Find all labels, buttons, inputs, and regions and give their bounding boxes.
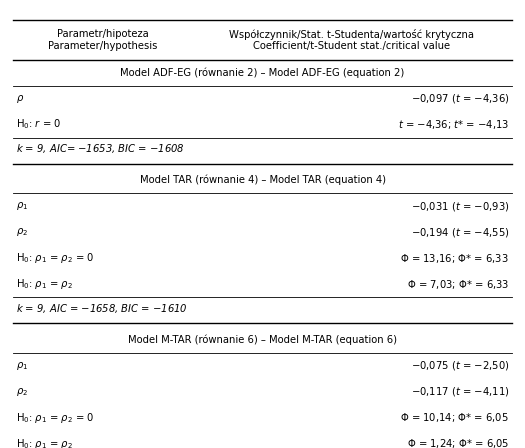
Text: Model ADF-EG (równanie 2) – Model ADF-EG (equation 2): Model ADF-EG (równanie 2) – Model ADF-EG…: [120, 67, 405, 78]
Text: $\Phi$ = 7,03; $\Phi$* = 6,33: $\Phi$ = 7,03; $\Phi$* = 6,33: [407, 277, 509, 291]
Text: $\Phi$ = 10,14; $\Phi$* = 6,05: $\Phi$ = 10,14; $\Phi$* = 6,05: [401, 411, 509, 424]
Text: H$_0$: $\rho_1$ = $\rho_2$: H$_0$: $\rho_1$ = $\rho_2$: [16, 277, 72, 291]
Text: Model TAR (równanie 4) – Model TAR (equation 4): Model TAR (równanie 4) – Model TAR (equa…: [140, 175, 385, 185]
Text: Parametr/hipoteza
Parameter/hypothesis: Parametr/hipoteza Parameter/hypothesis: [48, 29, 157, 51]
Text: $-$0,075 ($t$ = $-$2,50): $-$0,075 ($t$ = $-$2,50): [411, 359, 509, 372]
Text: $-$0,031 ($t$ = $-$0,93): $-$0,031 ($t$ = $-$0,93): [411, 199, 509, 213]
Text: $k$ = 9, $AIC$ = $-$1658, $BIC$ = $-$1610: $k$ = 9, $AIC$ = $-$1658, $BIC$ = $-$161…: [16, 302, 187, 315]
Text: $-$0,097 ($t$ = $-$4,36): $-$0,097 ($t$ = $-$4,36): [411, 92, 509, 105]
Text: $\rho_2$: $\rho_2$: [16, 386, 28, 397]
Text: $k$ = 9, $AIC$= $-$1653, $BIC$ = $-$1608: $k$ = 9, $AIC$= $-$1653, $BIC$ = $-$1608: [16, 142, 184, 155]
Text: H$_0$: $r$ = 0: H$_0$: $r$ = 0: [16, 118, 61, 131]
Text: $\rho_1$: $\rho_1$: [16, 200, 28, 212]
Text: $\Phi$ = 1,24; $\Phi$* = 6,05: $\Phi$ = 1,24; $\Phi$* = 6,05: [407, 437, 509, 448]
Text: $\Phi$ = 13,16; $\Phi$* = 6,33: $\Phi$ = 13,16; $\Phi$* = 6,33: [401, 251, 509, 265]
Text: $t$ = $-$4,36; $t$* = $-$4,13: $t$ = $-$4,36; $t$* = $-$4,13: [398, 118, 509, 131]
Text: $\rho_2$: $\rho_2$: [16, 226, 28, 238]
Text: Współczynnik/Stat. t-Studenta/wartość krytyczna
Coefficient/t-Student stat./crit: Współczynnik/Stat. t-Studenta/wartość kr…: [229, 29, 474, 51]
Text: $\rho_1$: $\rho_1$: [16, 360, 28, 371]
Text: $\rho$: $\rho$: [16, 93, 24, 104]
Text: Model M-TAR (równanie 6) – Model M-TAR (equation 6): Model M-TAR (równanie 6) – Model M-TAR (…: [128, 334, 397, 345]
Text: H$_0$: $\rho_1$ = $\rho_2$ = 0: H$_0$: $\rho_1$ = $\rho_2$ = 0: [16, 251, 94, 265]
Text: H$_0$: $\rho_1$ = $\rho_2$ = 0: H$_0$: $\rho_1$ = $\rho_2$ = 0: [16, 410, 94, 425]
Text: $-$0,194 ($t$ = $-$4,55): $-$0,194 ($t$ = $-$4,55): [411, 225, 509, 239]
Text: $-$0,117 ($t$ = $-$4,11): $-$0,117 ($t$ = $-$4,11): [411, 385, 509, 398]
Text: H$_0$: $\rho_1$ = $\rho_2$: H$_0$: $\rho_1$ = $\rho_2$: [16, 436, 72, 448]
